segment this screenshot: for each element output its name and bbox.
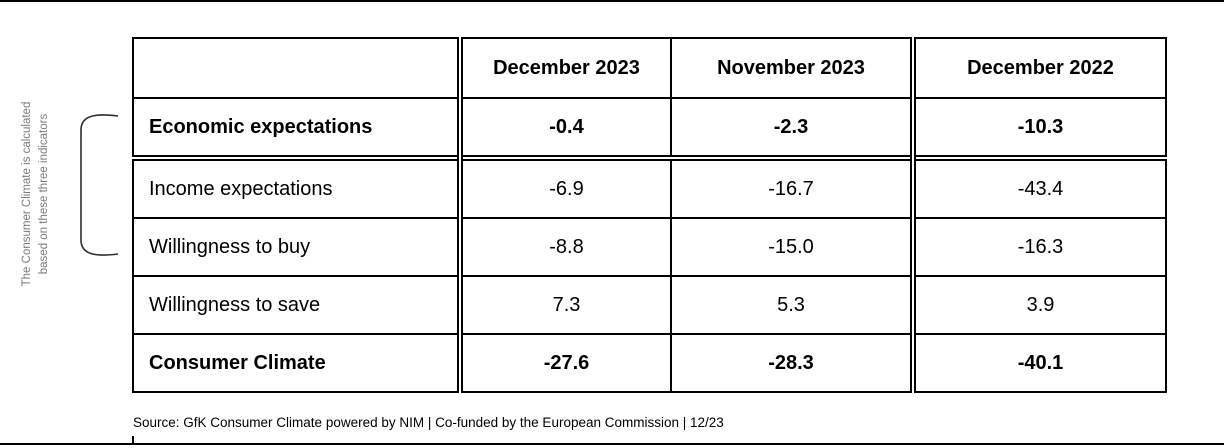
row-label-willingness-to-buy: Willingness to buy — [132, 217, 461, 277]
table-row-willingness-to-buy: Willingness to buy -8.8 -15.0 -16.3 — [132, 217, 1167, 277]
cell-climate-dec2023: -27.6 — [457, 333, 672, 393]
side-note-line-1: The Consumer Climate is calculated — [21, 101, 33, 287]
bottom-border-line — [0, 443, 1224, 445]
cell-save-dec2023: 7.3 — [457, 275, 672, 335]
side-note: The Consumer Climate is calculated based… — [19, 90, 57, 298]
row-label-consumer-climate: Consumer Climate — [132, 333, 461, 393]
cell-buy-dec2022: -16.3 — [910, 217, 1167, 277]
cell-economic-dec2023: -0.4 — [457, 97, 672, 159]
cell-climate-dec2022: -40.1 — [910, 333, 1167, 393]
consumer-climate-table: December 2023 November 2023 December 202… — [132, 37, 1167, 393]
side-note-text: The Consumer Climate is calculated based… — [19, 90, 57, 298]
header-row: December 2023 November 2023 December 202… — [132, 37, 1167, 99]
column-header-november-2023: November 2023 — [670, 37, 914, 99]
cell-save-dec2022: 3.9 — [910, 275, 1167, 335]
top-border-line — [0, 0, 1224, 2]
source-caption: Source: GfK Consumer Climate powered by … — [133, 415, 724, 430]
table-row-willingness-to-save: Willingness to save 7.3 5.3 3.9 — [132, 275, 1167, 335]
table-row-consumer-climate: Consumer Climate -27.6 -28.3 -40.1 — [132, 333, 1167, 393]
side-note-line-2: based on these three indicators — [38, 113, 50, 275]
cell-income-nov2023: -16.7 — [670, 155, 914, 219]
table-row-income-expectations: Income expectations -6.9 -16.7 -43.4 — [132, 155, 1167, 219]
cell-buy-dec2023: -8.8 — [457, 217, 672, 277]
grouping-bracket — [80, 114, 119, 256]
row-label-economic-expectations: Economic expectations — [132, 97, 461, 159]
column-header-december-2022: December 2022 — [910, 37, 1167, 99]
corner-cell — [132, 37, 461, 99]
cell-economic-dec2022: -10.3 — [910, 97, 1167, 159]
cell-climate-nov2023: -28.3 — [670, 333, 914, 393]
table-row-economic-expectations: Economic expectations -0.4 -2.3 -10.3 — [132, 97, 1167, 159]
row-label-income-expectations: Income expectations — [132, 155, 461, 219]
cell-income-dec2022: -43.4 — [910, 155, 1167, 219]
cell-save-nov2023: 5.3 — [670, 275, 914, 335]
cell-economic-nov2023: -2.3 — [670, 97, 914, 159]
cell-buy-nov2023: -15.0 — [670, 217, 914, 277]
cell-income-dec2023: -6.9 — [457, 155, 672, 219]
axis-tick-mark — [132, 436, 134, 443]
row-label-willingness-to-save: Willingness to save — [132, 275, 461, 335]
column-header-december-2023: December 2023 — [457, 37, 672, 99]
